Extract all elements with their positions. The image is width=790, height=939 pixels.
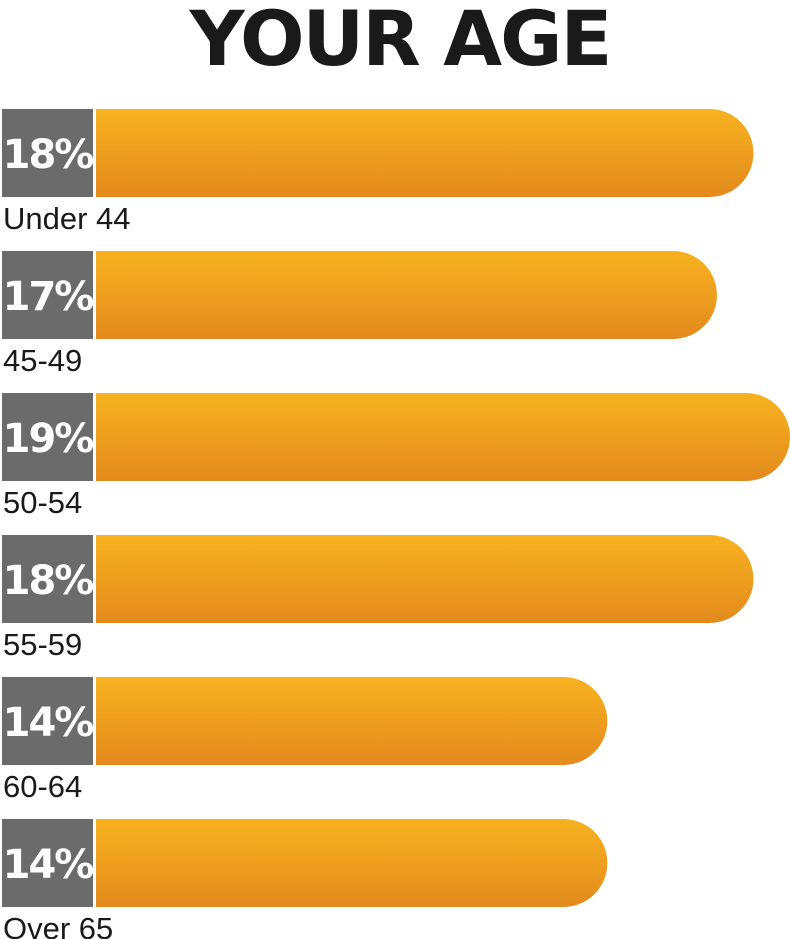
value-label: 14%	[3, 842, 94, 888]
category-label: 45-49	[3, 343, 82, 378]
bar	[96, 677, 608, 765]
bar-row: 14% Over 65	[2, 819, 608, 939]
value-label: 18%	[3, 558, 94, 604]
chart-title: YOUR AGE	[189, 0, 611, 83]
value-label-box	[2, 251, 93, 339]
value-label: 19%	[3, 416, 94, 462]
category-label: 50-54	[3, 485, 82, 520]
bar-row: 18% Under 44	[2, 109, 754, 236]
value-label: 18%	[3, 132, 94, 178]
bar	[96, 819, 608, 907]
category-label: 60-64	[3, 769, 82, 804]
category-label: Under 44	[3, 201, 131, 236]
bar-row: 14% 60-64	[2, 677, 608, 804]
category-label: 55-59	[3, 627, 82, 662]
category-label: Over 65	[3, 911, 113, 939]
value-label-box	[2, 535, 93, 623]
bar	[96, 393, 790, 481]
value-label: 17%	[3, 274, 94, 320]
value-label-box	[2, 677, 93, 765]
bar-row: 18% 55-59	[2, 535, 754, 662]
value-label-box	[2, 109, 93, 197]
value-label-box	[2, 393, 93, 481]
value-label-box	[2, 819, 93, 907]
value-label: 14%	[3, 700, 94, 746]
bar-row: 19% 50-54	[2, 393, 790, 520]
bar	[96, 109, 754, 197]
bars-group: 18% Under 44 17% 45-49 19% 50-54 18% 55-59 14% 60…	[2, 109, 790, 939]
bar	[96, 251, 717, 339]
bar-row: 17% 45-49	[2, 251, 717, 378]
bar	[96, 535, 754, 623]
